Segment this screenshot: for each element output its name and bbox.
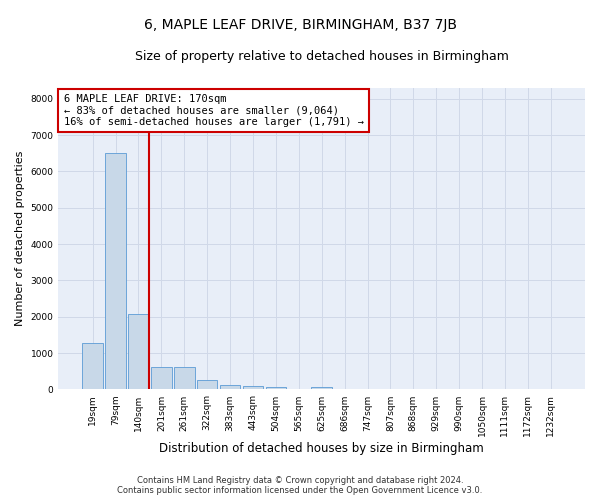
Bar [105, 153, 126, 390]
Bar [82, 343, 103, 390]
Bar [242, 386, 263, 390]
Bar [174, 366, 194, 390]
Bar [128, 314, 149, 390]
Bar [151, 366, 172, 390]
Text: Contains HM Land Registry data © Crown copyright and database right 2024.
Contai: Contains HM Land Registry data © Crown c… [118, 476, 482, 495]
Bar [266, 387, 286, 390]
Bar [311, 386, 332, 390]
Title: Size of property relative to detached houses in Birmingham: Size of property relative to detached ho… [135, 50, 509, 63]
Text: 6, MAPLE LEAF DRIVE, BIRMINGHAM, B37 7JB: 6, MAPLE LEAF DRIVE, BIRMINGHAM, B37 7JB [143, 18, 457, 32]
Bar [220, 384, 241, 390]
X-axis label: Distribution of detached houses by size in Birmingham: Distribution of detached houses by size … [160, 442, 484, 455]
Bar [197, 380, 217, 390]
Text: 6 MAPLE LEAF DRIVE: 170sqm
← 83% of detached houses are smaller (9,064)
16% of s: 6 MAPLE LEAF DRIVE: 170sqm ← 83% of deta… [64, 94, 364, 127]
Y-axis label: Number of detached properties: Number of detached properties [15, 151, 25, 326]
